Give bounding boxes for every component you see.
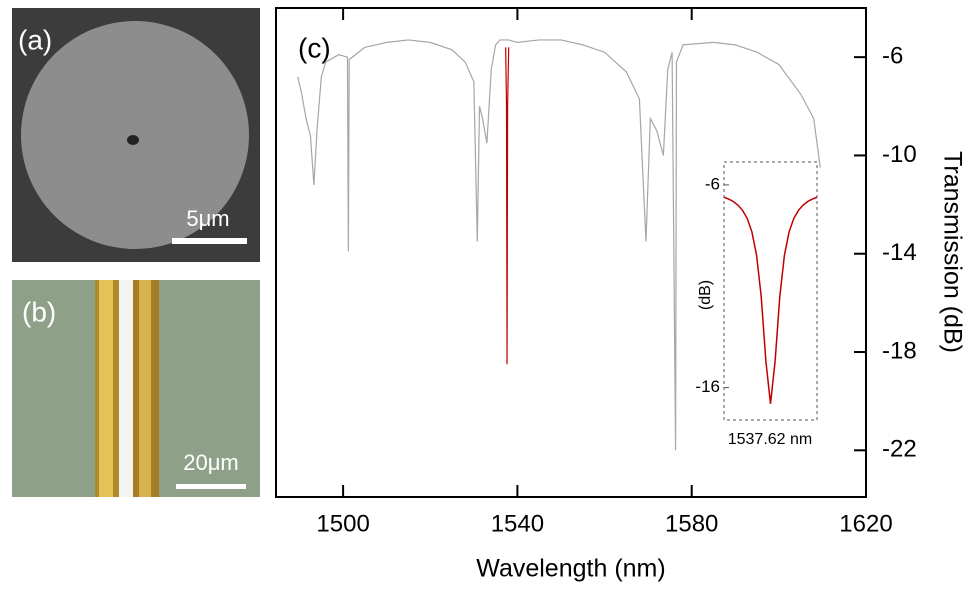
scale-bar-label: 5μm xyxy=(186,206,229,231)
y-tick-label: -6 xyxy=(705,174,720,193)
panel-label: (a) xyxy=(18,24,52,55)
panel-label: (c) xyxy=(298,32,331,63)
panel-label: (b) xyxy=(22,296,56,327)
core xyxy=(127,135,139,145)
plot-frame xyxy=(275,7,867,498)
stripe xyxy=(119,280,133,497)
spectrum-line xyxy=(723,196,818,404)
x-tick-label: 1500 xyxy=(316,510,369,537)
spectrum-line xyxy=(297,39,821,451)
spectrum-line xyxy=(505,47,510,365)
stripe xyxy=(139,280,151,497)
y-tick-label: -18 xyxy=(882,337,917,364)
scale-bar-label: 20μm xyxy=(183,450,238,475)
scale-bar xyxy=(172,238,247,244)
stripe xyxy=(99,280,113,497)
y-tick-label: -6 xyxy=(882,42,903,69)
x-tick-label: 1580 xyxy=(665,510,718,537)
x-axis-label: Wavelength (nm) xyxy=(476,555,665,583)
y-tick-label: -14 xyxy=(882,239,917,266)
y-axis-label: Transmission (dB) xyxy=(938,151,966,353)
y-tick-label: -10 xyxy=(882,141,917,168)
inset-x-label: 1537.62 nm xyxy=(728,431,813,448)
inset-frame xyxy=(723,161,818,421)
x-tick-label: 1620 xyxy=(839,510,892,537)
y-tick-label: -22 xyxy=(882,436,917,463)
scale-bar xyxy=(176,484,246,489)
y-tick-label: -16 xyxy=(695,377,720,396)
x-tick-label: 1540 xyxy=(491,510,544,537)
inset-y-label: (dB) xyxy=(697,280,714,310)
fiber-cross-section xyxy=(21,21,249,249)
